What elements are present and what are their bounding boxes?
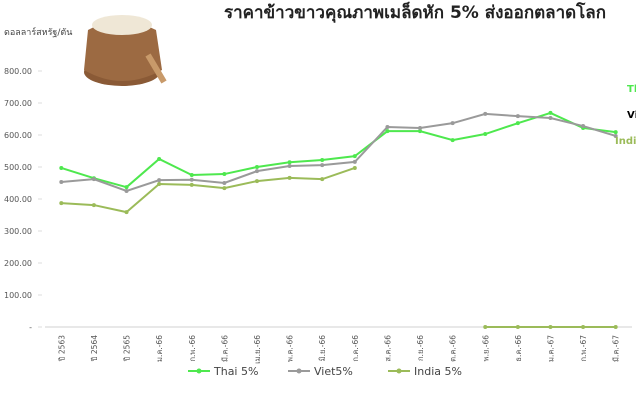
x-tick-label: ปี 2565 bbox=[123, 335, 132, 362]
data-point bbox=[548, 116, 552, 120]
data-point bbox=[451, 121, 455, 125]
end-label: Indi bbox=[615, 136, 636, 147]
legend-marker bbox=[397, 369, 402, 374]
x-tick-label: ก.ย.-66 bbox=[416, 335, 425, 361]
data-point bbox=[320, 163, 324, 167]
data-point bbox=[516, 121, 520, 125]
data-point bbox=[418, 126, 422, 130]
y-tick-label: - bbox=[29, 323, 32, 332]
end-label: Vi bbox=[627, 110, 636, 121]
data-point bbox=[353, 160, 357, 164]
data-point bbox=[157, 157, 161, 161]
series-line bbox=[61, 114, 615, 191]
data-point bbox=[353, 166, 357, 170]
y-tick-label: 500.00 bbox=[4, 163, 32, 172]
legend-label: Viet5% bbox=[314, 365, 353, 378]
data-point bbox=[59, 180, 63, 184]
series-line bbox=[61, 113, 615, 187]
x-tick-label: มี.ค.-66 bbox=[220, 335, 229, 362]
x-tick-label: มี.ค.-67 bbox=[612, 335, 621, 362]
data-point bbox=[516, 325, 520, 329]
y-tick-label: 600.00 bbox=[4, 131, 32, 140]
x-tick-label: ต.ค.-66 bbox=[449, 335, 458, 362]
legend-marker bbox=[197, 369, 202, 374]
legend-label: India 5% bbox=[414, 365, 462, 378]
data-point bbox=[222, 181, 226, 185]
x-tick-label: ปี 2563 bbox=[57, 335, 66, 362]
data-point bbox=[581, 124, 585, 128]
data-point bbox=[59, 201, 63, 205]
x-tick-label: ก.พ.-66 bbox=[188, 335, 197, 362]
data-point bbox=[320, 177, 324, 181]
data-point bbox=[255, 169, 259, 173]
data-point bbox=[320, 158, 324, 162]
data-point bbox=[92, 177, 96, 181]
y-tick-label: 200.00 bbox=[4, 259, 32, 268]
x-tick-label: ธ.ค.-66 bbox=[514, 335, 523, 362]
y-tick-label: 400.00 bbox=[4, 195, 32, 204]
data-point bbox=[92, 203, 96, 207]
x-tick-label: ปี 2564 bbox=[90, 335, 99, 362]
legend-label: Thai 5% bbox=[213, 365, 258, 378]
data-point bbox=[157, 182, 161, 186]
data-point bbox=[255, 179, 259, 183]
data-point bbox=[385, 125, 389, 129]
rice-sack-icon bbox=[84, 15, 164, 86]
x-tick-label: ส.ค.-66 bbox=[383, 335, 392, 362]
chart-title: ราคาข้าวขาวคุณภาพเมล็ดหัก 5% ส่งออกตลาดโ… bbox=[224, 0, 606, 23]
data-point bbox=[548, 325, 552, 329]
data-point bbox=[483, 112, 487, 116]
y-axis-label: ดอลลาร์สหรัฐ/ตัน bbox=[4, 26, 72, 38]
data-point bbox=[190, 173, 194, 177]
legend: Thai 5% Viet5% India 5% bbox=[188, 365, 462, 378]
y-tick-label: 300.00 bbox=[4, 227, 32, 236]
data-point bbox=[516, 114, 520, 118]
data-point bbox=[548, 111, 552, 115]
y-tick-label: 800.00 bbox=[4, 67, 32, 76]
x-tick-label: มิ.ย.-66 bbox=[318, 335, 327, 362]
data-point bbox=[59, 166, 63, 170]
end-label: Th bbox=[627, 84, 636, 95]
data-point bbox=[581, 325, 585, 329]
x-tick-label: เม.ย.-66 bbox=[253, 335, 262, 364]
data-point bbox=[125, 189, 129, 193]
data-point bbox=[222, 172, 226, 176]
y-tick-label: 700.00 bbox=[4, 99, 32, 108]
data-point bbox=[614, 325, 618, 329]
data-point bbox=[190, 178, 194, 182]
data-point bbox=[353, 154, 357, 158]
x-tick-label: พ.ย.-66 bbox=[481, 335, 490, 362]
data-point bbox=[222, 186, 226, 190]
y-tick-label: 100.00 bbox=[4, 291, 32, 300]
series-line bbox=[61, 168, 615, 327]
data-point bbox=[190, 183, 194, 187]
x-tick-label: ม.ค.-66 bbox=[155, 335, 164, 362]
chart: ราคาข้าวขาวคุณภาพเมล็ดหัก 5% ส่งออกตลาดโ… bbox=[0, 0, 636, 406]
x-tick-label: พ.ค.-66 bbox=[286, 335, 295, 362]
data-point bbox=[483, 132, 487, 136]
data-point bbox=[614, 130, 618, 134]
data-point bbox=[125, 185, 129, 189]
data-point bbox=[255, 165, 259, 169]
x-tick-label: ม.ค.-67 bbox=[546, 335, 555, 362]
data-point bbox=[157, 178, 161, 182]
data-point bbox=[451, 138, 455, 142]
data-point bbox=[288, 176, 292, 180]
data-point bbox=[288, 160, 292, 164]
legend-marker bbox=[297, 369, 302, 374]
data-point bbox=[125, 210, 129, 214]
x-tick-label: ก.ค.-66 bbox=[351, 335, 360, 362]
data-point bbox=[288, 164, 292, 168]
x-tick-label: ก.พ.-67 bbox=[579, 335, 588, 362]
data-point bbox=[483, 325, 487, 329]
